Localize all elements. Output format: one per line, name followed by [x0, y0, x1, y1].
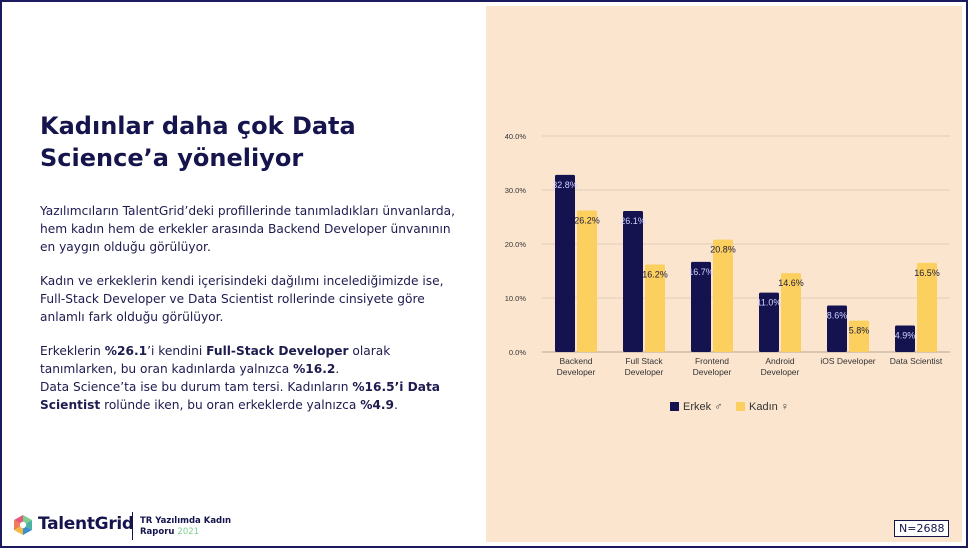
data-label-erkek: 26.1% — [620, 216, 646, 226]
bar-chart: 0.0% 10.0% 20.0% 30.0% 40.0% 32.8% 26.2% Backen… — [505, 132, 950, 413]
data-label-erkek: 8.6% — [827, 311, 848, 321]
y-tick-label: 10.0% — [505, 294, 527, 303]
y-tick-label: 20.0% — [505, 240, 527, 249]
data-label-kadin: 14.6% — [778, 278, 804, 288]
y-tick-label: 0.0% — [509, 348, 526, 357]
body-text-bold: Full-Stack Developer — [206, 344, 349, 358]
data-label-erkek: 16.7% — [688, 267, 714, 277]
bar-kadin — [917, 262, 937, 352]
report-name-line2: Raporu 2021 — [140, 527, 231, 538]
x-tick-label: Backend — [559, 356, 592, 366]
body-text-bold: %16.2 — [293, 362, 336, 376]
report-name-line1: TR Yazılımda Kadın — [140, 516, 232, 526]
legend-label-kadin: Kadın ♀ — [749, 401, 789, 413]
body-text-run: ’i kendini — [147, 344, 207, 358]
body-text-bold: %26.1 — [104, 344, 148, 358]
bar-kadin — [577, 210, 597, 352]
body-text-run: Kadın ve erkeklerin kendi içerisindeki d… — [40, 274, 444, 324]
data-label-kadin: 20.8% — [710, 245, 736, 255]
y-tick-label: 40.0% — [505, 132, 527, 141]
body-text-run: rolünde iken, bu oran erkeklerde yalnızc… — [100, 398, 361, 412]
logo-divider — [132, 512, 133, 540]
body-text-bold: %16.5’i Data Scientist — [40, 380, 441, 412]
body-paragraph: Yazılımcıların TalentGrid’deki profiller… — [40, 202, 460, 256]
x-tick-label: Developer — [625, 367, 664, 377]
x-tick-label: Developer — [761, 367, 800, 377]
bar-erkek — [555, 174, 575, 352]
body-text-bold: %4.9 — [360, 398, 394, 412]
body-text-run: . — [394, 398, 398, 412]
x-tick-label: Developer — [557, 367, 596, 377]
body-text-run: Yazılımcıların TalentGrid’deki profiller… — [40, 204, 455, 254]
body-text-run: olarak tanımlarken, bu oran kadınlarda y… — [40, 344, 391, 376]
bar-erkek — [827, 305, 847, 352]
x-tick-label: iOS Developer — [820, 356, 875, 366]
data-label-erkek: 32.8% — [552, 180, 578, 190]
legend-label-erkek: Erkek ♂ — [683, 401, 722, 413]
body-text-run: Erkeklerin — [40, 344, 105, 358]
sample-size-badge: N=2688 — [894, 520, 950, 537]
report-name-word: Raporu — [140, 527, 175, 537]
legend-swatch-kadin — [736, 402, 745, 411]
talentgrid-logo-icon — [14, 515, 32, 535]
slide-body-text: Yazılımcıların TalentGrid’deki profiller… — [40, 202, 460, 430]
data-label-kadin: 26.2% — [574, 216, 600, 226]
x-tick-label: Full Stack — [625, 356, 663, 366]
report-year: 2021 — [177, 527, 200, 537]
data-label-kadin: 16.5% — [914, 268, 940, 278]
bar-erkek — [623, 211, 643, 352]
bar-erkek — [691, 261, 711, 352]
bar-kadin — [645, 264, 665, 352]
logo-wordmark: TalentGrid — [38, 514, 134, 534]
data-label-kadin: 5.8% — [849, 326, 870, 336]
body-text-run: Data Science’ta ise bu durum tam tersi. … — [40, 380, 353, 394]
y-tick-label: 30.0% — [505, 186, 527, 195]
bar-kadin — [781, 273, 801, 352]
legend-swatch-erkek — [670, 402, 679, 411]
x-tick-label: Frontend — [695, 356, 729, 366]
x-tick-label: Data Scientist — [890, 356, 943, 366]
bar-kadin — [849, 320, 869, 352]
slide-title: Kadınlar daha çok Data Science’a yöneliy… — [40, 112, 356, 172]
talentgrid-logo: TalentGrid TR Yazılımda Kadın Raporu 202… — [10, 510, 260, 542]
data-label-erkek: 11.0% — [757, 298, 782, 308]
x-tick-label: Android — [765, 356, 795, 366]
body-paragraph: Kadın ve erkeklerin kendi içerisindeki d… — [40, 272, 460, 326]
body-text-run: . — [335, 362, 340, 376]
bar-erkek — [759, 292, 779, 352]
report-name: TR Yazılımda Kadın Raporu 2021 — [140, 516, 231, 538]
x-tick-label: Developer — [693, 367, 732, 377]
bar-kadin — [713, 239, 733, 352]
body-paragraph: Erkeklerin %26.1’i kendini Full-Stack De… — [40, 342, 460, 414]
data-label-erkek: 4.9% — [895, 331, 916, 341]
text-panel: Kadınlar daha çok Data Science’a yöneliy… — [2, 2, 486, 546]
bar-erkek — [895, 325, 915, 352]
data-label-kadin: 16.2% — [642, 270, 668, 280]
